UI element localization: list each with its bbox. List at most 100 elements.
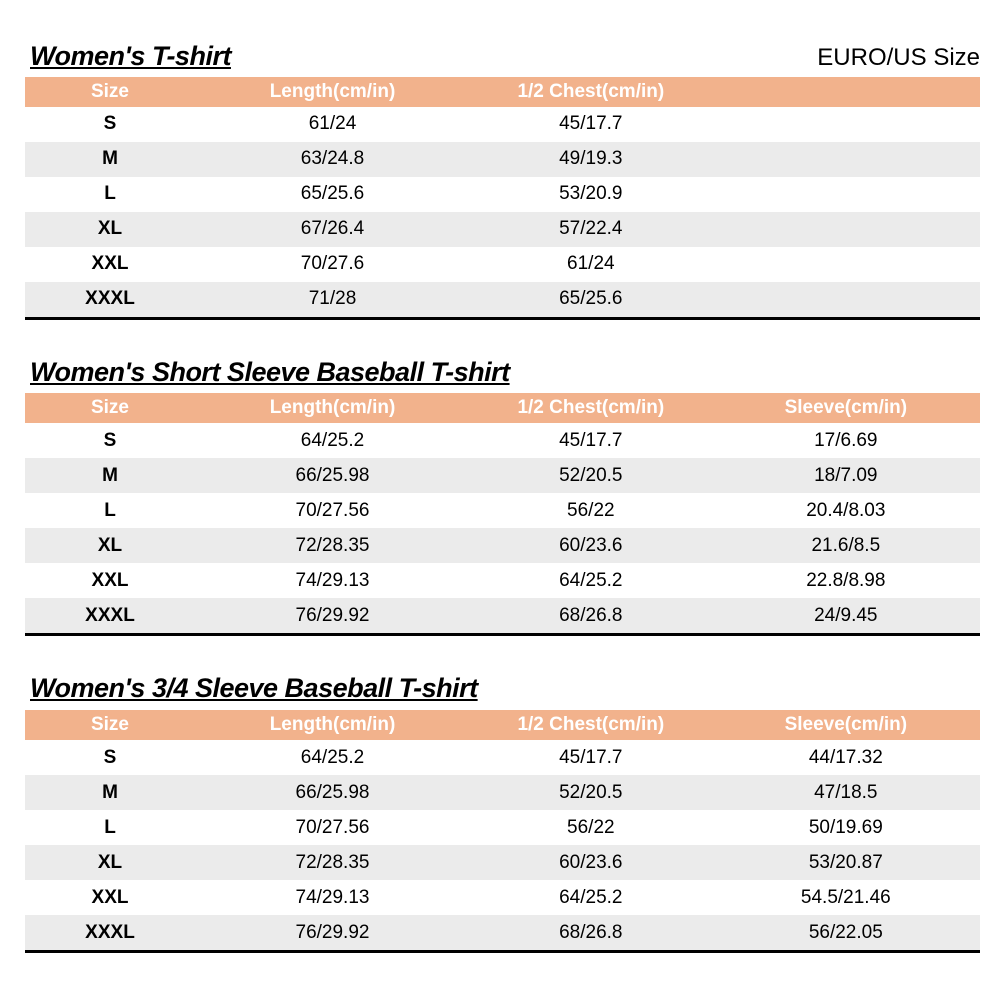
size-cell: S	[25, 423, 195, 459]
measurement-cell: 54.5/21.46	[711, 880, 980, 916]
measurement-cell: 76/29.92	[194, 915, 471, 952]
table-row: XL 72/28.35 60/23.6 21.6/8.5	[25, 528, 980, 564]
measurement-cell: 47/18.5	[711, 775, 980, 811]
section-title-womens-tshirt: Women's T-shirt	[30, 41, 231, 71]
table-row: XXXL 71/28 65/25.6	[25, 281, 980, 319]
section-title-short-sleeve-baseball-tshirt: Women's Short Sleeve Baseball T-shirt	[30, 356, 510, 387]
size-cell: L	[25, 493, 195, 529]
measurement-cell: 56/22	[470, 810, 712, 846]
measurement-cell: 45/17.7	[470, 740, 712, 776]
size-cell: XXL	[25, 880, 195, 916]
measurement-cell	[711, 211, 980, 247]
measurement-cell: 74/29.13	[194, 563, 471, 599]
column-header: Size	[25, 710, 195, 741]
measurement-cell: 71/28	[194, 281, 471, 319]
measurement-cell: 76/29.92	[194, 598, 471, 635]
measurement-cell: 17/6.69	[711, 423, 980, 459]
measurement-cell	[711, 176, 980, 212]
size-cell: XXL	[25, 246, 195, 282]
column-header: Size	[25, 393, 195, 424]
table-row: XXXL 76/29.92 68/26.8 56/22.05	[25, 915, 980, 952]
measurement-cell: 60/23.6	[470, 845, 712, 881]
section-short-sleeve-baseball-tshirt: Women's Short Sleeve Baseball T-shirt Si…	[25, 356, 980, 637]
measurement-cell: 72/28.35	[194, 528, 471, 564]
column-header: Length(cm/in)	[194, 710, 471, 741]
header-row: Size Length(cm/in) 1/2 Chest(cm/in) Sleeve(…	[25, 710, 980, 741]
size-cell: L	[25, 176, 195, 212]
table-row: XL 72/28.35 60/23.6 53/20.87	[25, 845, 980, 881]
measurement-cell: 56/22.05	[711, 915, 980, 952]
size-cell: M	[25, 458, 195, 494]
measurement-cell: 74/29.13	[194, 880, 471, 916]
measurement-cell: 64/25.2	[470, 563, 712, 599]
measurement-cell: 18/7.09	[711, 458, 980, 494]
measurement-cell: 49/19.3	[470, 141, 712, 177]
size-cell: S	[25, 106, 195, 142]
size-cell: L	[25, 810, 195, 846]
column-header: Sleeve(cm/in)	[711, 393, 980, 424]
section-three-quarter-sleeve-baseball-tshirt: Women's 3/4 Sleeve Baseball T-shirt Size…	[25, 673, 980, 954]
size-cell: XXXL	[25, 915, 195, 952]
column-header	[711, 76, 980, 107]
measurement-cell: 72/28.35	[194, 845, 471, 881]
size-cell: XXXL	[25, 598, 195, 635]
header-row: Size Length(cm/in) 1/2 Chest(cm/in)	[25, 76, 980, 107]
size-cell: S	[25, 740, 195, 776]
table-row: XXL 74/29.13 64/25.2 54.5/21.46	[25, 880, 980, 916]
size-cell: M	[25, 141, 195, 177]
column-header: Sleeve(cm/in)	[711, 710, 980, 741]
measurement-cell: 21.6/8.5	[711, 528, 980, 564]
measurement-cell: 20.4/8.03	[711, 493, 980, 529]
measurement-cell: 63/24.8	[194, 141, 471, 177]
measurement-cell: 70/27.56	[194, 493, 471, 529]
measurement-cell: 66/25.98	[194, 458, 471, 494]
table-row: S 61/24 45/17.7	[25, 106, 980, 142]
size-table-womens-tshirt: Size Length(cm/in) 1/2 Chest(cm/in) S 61/24 4…	[25, 76, 980, 320]
measurement-cell: 64/25.2	[470, 880, 712, 916]
size-table-three-quarter-sleeve-baseball-tshirt: Size Length(cm/in) 1/2 Chest(cm/in) Sleeve(…	[25, 710, 980, 954]
measurement-cell: 45/17.7	[470, 423, 712, 459]
size-cell: XL	[25, 211, 195, 247]
table-row: L 65/25.6 53/20.9	[25, 176, 980, 212]
measurement-cell: 24/9.45	[711, 598, 980, 635]
measurement-cell	[711, 246, 980, 282]
measurement-cell: 52/20.5	[470, 458, 712, 494]
measurement-cell	[711, 281, 980, 319]
measurement-cell: 65/25.6	[470, 281, 712, 319]
table-row: M 66/25.98 52/20.5 47/18.5	[25, 775, 980, 811]
measurement-cell: 53/20.87	[711, 845, 980, 881]
table-row: XXL 70/27.6 61/24	[25, 246, 980, 282]
measurement-cell: 64/25.2	[194, 740, 471, 776]
measurement-cell: 61/24	[194, 106, 471, 142]
measurement-cell: 67/26.4	[194, 211, 471, 247]
column-header: 1/2 Chest(cm/in)	[470, 393, 712, 424]
measurement-cell	[711, 106, 980, 142]
table-row: L 70/27.56 56/22 50/19.69	[25, 810, 980, 846]
table-row: M 63/24.8 49/19.3	[25, 141, 980, 177]
title-row: Women's T-shirt EURO/US Size	[25, 41, 980, 72]
measurement-cell: 64/25.2	[194, 423, 471, 459]
size-table-short-sleeve-baseball-tshirt: Size Length(cm/in) 1/2 Chest(cm/in) Sleeve(…	[25, 393, 980, 637]
table-row: XL 67/26.4 57/22.4	[25, 211, 980, 247]
size-cell: M	[25, 775, 195, 811]
measurement-cell: 68/26.8	[470, 915, 712, 952]
measurement-cell: 66/25.98	[194, 775, 471, 811]
measurement-cell: 60/23.6	[470, 528, 712, 564]
column-header: Length(cm/in)	[194, 76, 471, 107]
size-standard-label: EURO/US Size	[817, 44, 980, 72]
header-row: Size Length(cm/in) 1/2 Chest(cm/in) Sleeve(…	[25, 393, 980, 424]
size-cell: XL	[25, 528, 195, 564]
measurement-cell: 44/17.32	[711, 740, 980, 776]
measurement-cell: 50/19.69	[711, 810, 980, 846]
measurement-cell	[711, 141, 980, 177]
column-header: 1/2 Chest(cm/in)	[470, 76, 712, 107]
column-header: Length(cm/in)	[194, 393, 471, 424]
table-row: S 64/25.2 45/17.7 44/17.32	[25, 740, 980, 776]
table-row: M 66/25.98 52/20.5 18/7.09	[25, 458, 980, 494]
measurement-cell: 57/22.4	[470, 211, 712, 247]
size-cell: XXXL	[25, 281, 195, 319]
measurement-cell: 68/26.8	[470, 598, 712, 635]
size-cell: XL	[25, 845, 195, 881]
section-title-three-quarter-sleeve-baseball-tshirt: Women's 3/4 Sleeve Baseball T-shirt	[30, 673, 478, 704]
measurement-cell: 70/27.6	[194, 246, 471, 282]
